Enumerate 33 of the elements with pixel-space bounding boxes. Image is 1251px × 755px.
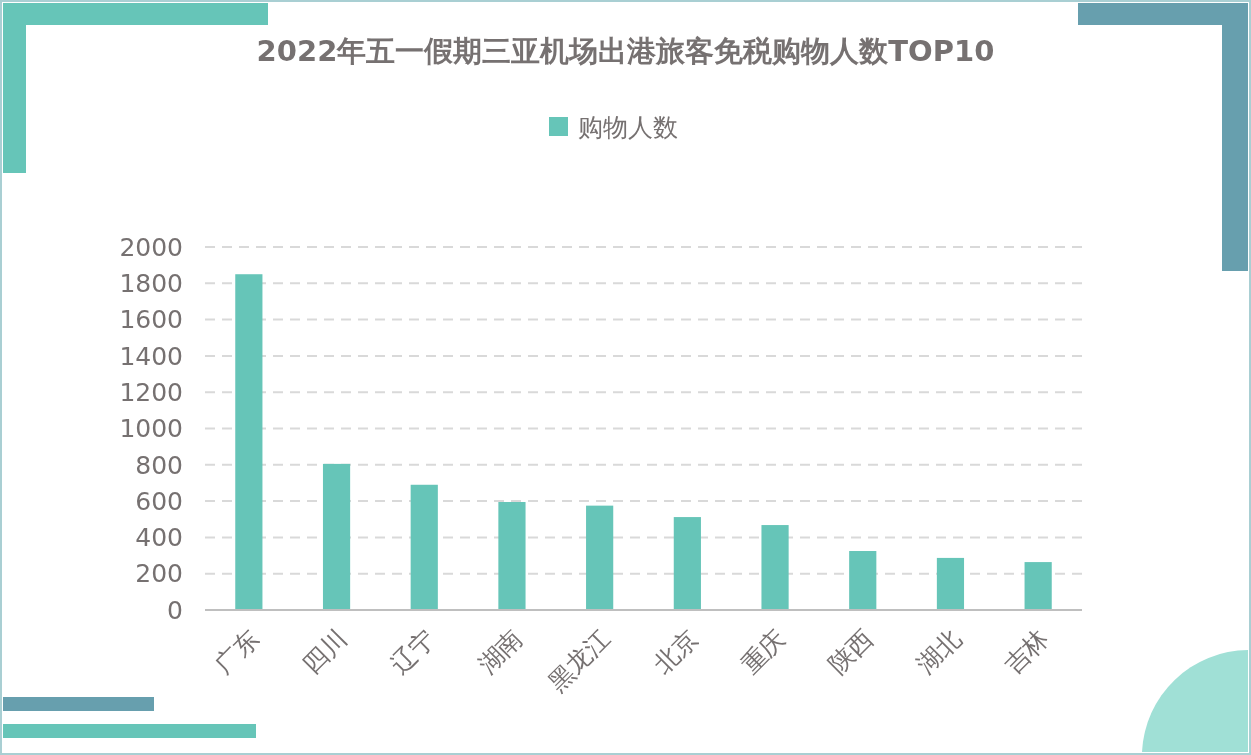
bar [235, 274, 263, 610]
bar [673, 517, 701, 610]
bar [849, 551, 877, 610]
y-tick-label: 1200 [119, 377, 183, 407]
x-tick-label: 四川 [296, 623, 353, 680]
x-tick-label: 北京 [647, 623, 704, 680]
bar [761, 525, 789, 610]
x-tick-label: 广东 [209, 623, 266, 680]
y-tick-label: 2000 [119, 232, 183, 262]
y-tick-label: 1800 [119, 269, 183, 299]
y-tick-label: 200 [135, 559, 183, 589]
bar [1024, 562, 1052, 610]
legend-label: 购物人数 [578, 113, 678, 142]
y-tick-label: 0 [167, 595, 183, 625]
x-tick-label: 湖北 [910, 623, 967, 680]
x-tick-label: 辽宁 [384, 623, 441, 680]
x-tick-label: 吉林 [998, 623, 1055, 680]
bar [410, 484, 438, 610]
x-tick-label: 黑龙江 [542, 623, 616, 698]
x-tick-label: 重庆 [735, 623, 792, 680]
y-tick-label: 600 [135, 486, 183, 516]
y-tick-label: 800 [135, 450, 183, 480]
bar [498, 502, 526, 610]
y-tick-label: 1400 [119, 341, 183, 371]
bar [936, 557, 965, 610]
chart-title: 2022年五一假期三亚机场出港旅客免税购物人数TOP10 [256, 34, 995, 68]
x-tick-label: 湖南 [472, 623, 529, 680]
x-tick-label: 陕西 [823, 623, 879, 680]
bar [322, 463, 351, 610]
bar [586, 505, 614, 610]
y-tick-label: 1600 [119, 305, 183, 335]
y-tick-label: 1000 [119, 414, 183, 444]
y-tick-label: 400 [135, 523, 183, 553]
